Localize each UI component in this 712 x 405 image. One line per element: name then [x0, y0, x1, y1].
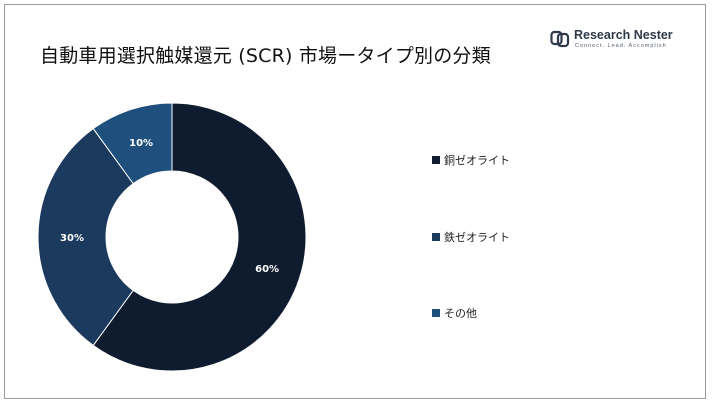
legend-label: 鉄ゼオライト	[444, 231, 510, 244]
legend-label: その他	[444, 307, 477, 320]
legend-label: 銅ゼオライト	[444, 154, 510, 167]
legend-item-copper-zeolite: 銅ゼオライト	[432, 152, 510, 168]
logo-name: Research Nester	[574, 28, 673, 42]
legend-swatch	[432, 156, 440, 164]
logo-tagline: Connect. Lead. Accomplish	[575, 43, 667, 49]
research-nester-logo: Research Nester Connect. Lead. Accomplis…	[550, 28, 680, 54]
data-label-other: 10%	[129, 138, 153, 149]
donut-slice-copper-zeolite	[92, 102, 307, 372]
data-label-iron-zeolite: 30%	[60, 233, 84, 244]
legend-swatch	[432, 233, 440, 241]
logo-icon	[550, 30, 570, 48]
donut-slice-other	[92, 102, 173, 185]
legend-item-other: その他	[432, 305, 477, 321]
legend-swatch	[432, 309, 440, 317]
legend-item-iron-zeolite: 鉄ゼオライト	[432, 229, 510, 245]
chart-title: 自動車用選択触媒還元 (SCR) 市場ータイプ別の分類	[40, 45, 491, 67]
donut-slice-iron-zeolite	[37, 127, 134, 347]
data-label-copper-zeolite: 60%	[255, 264, 279, 275]
